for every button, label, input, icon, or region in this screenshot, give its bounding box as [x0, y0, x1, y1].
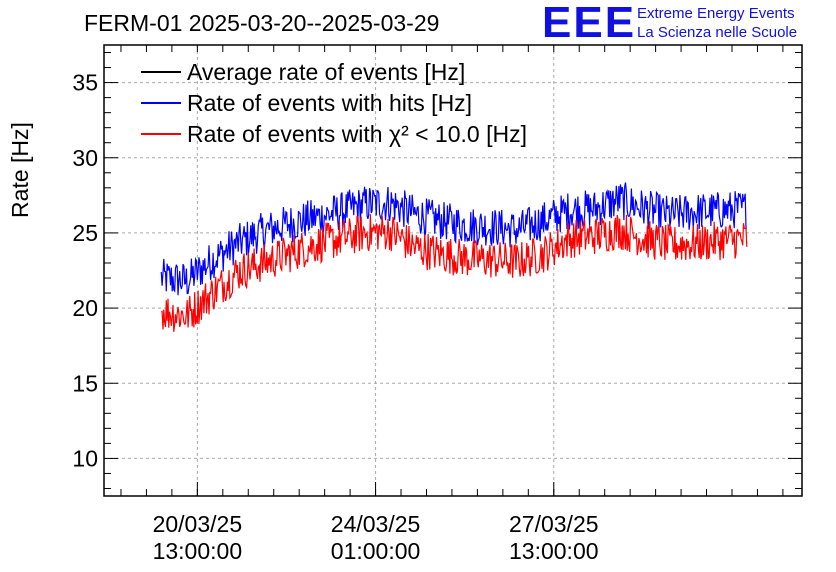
chart-title: FERM-01 2025-03-20--2025-03-29 [84, 10, 440, 36]
eee-logo: EEE [542, 0, 637, 47]
x-tick-label-date: 24/03/25 [331, 511, 421, 537]
legend: Average rate of events [Hz] Rate of event… [141, 59, 527, 147]
x-tick-label-time: 01:00:00 [331, 538, 421, 564]
x-tick-label-time: 13:00:00 [153, 538, 243, 564]
plot-frame [103, 44, 803, 497]
legend-label: Rate of events with χ² < 10.0 [Hz] [187, 121, 527, 147]
y-tick-label: 15 [72, 370, 98, 396]
y-tick-label: 20 [72, 295, 98, 321]
series-hits [160, 182, 748, 296]
x-tick-label-date: 20/03/25 [153, 511, 243, 537]
legend-label: Average rate of events [Hz] [187, 59, 465, 85]
y-tick-label: 30 [72, 145, 98, 171]
x-tick-label-time: 13:00:00 [509, 538, 599, 564]
y-tick-label: 10 [72, 445, 98, 471]
series-line [160, 182, 748, 296]
y-axis-label: Rate [Hz] [7, 122, 33, 218]
logo-caption-line2: La Scienza nelle Scuole [637, 24, 798, 41]
legend-label: Rate of events with hits [Hz] [187, 90, 472, 116]
x-tick-label-date: 27/03/25 [509, 511, 599, 537]
series-chi2 [160, 214, 748, 332]
logo-caption-line1: Extreme Energy Events [637, 5, 795, 22]
y-tick-label: 35 [72, 70, 98, 96]
y-tick-label: 25 [72, 220, 98, 246]
logo-caption: Extreme Energy Events La Scienza nelle S… [637, 4, 797, 42]
series-line [160, 214, 748, 332]
